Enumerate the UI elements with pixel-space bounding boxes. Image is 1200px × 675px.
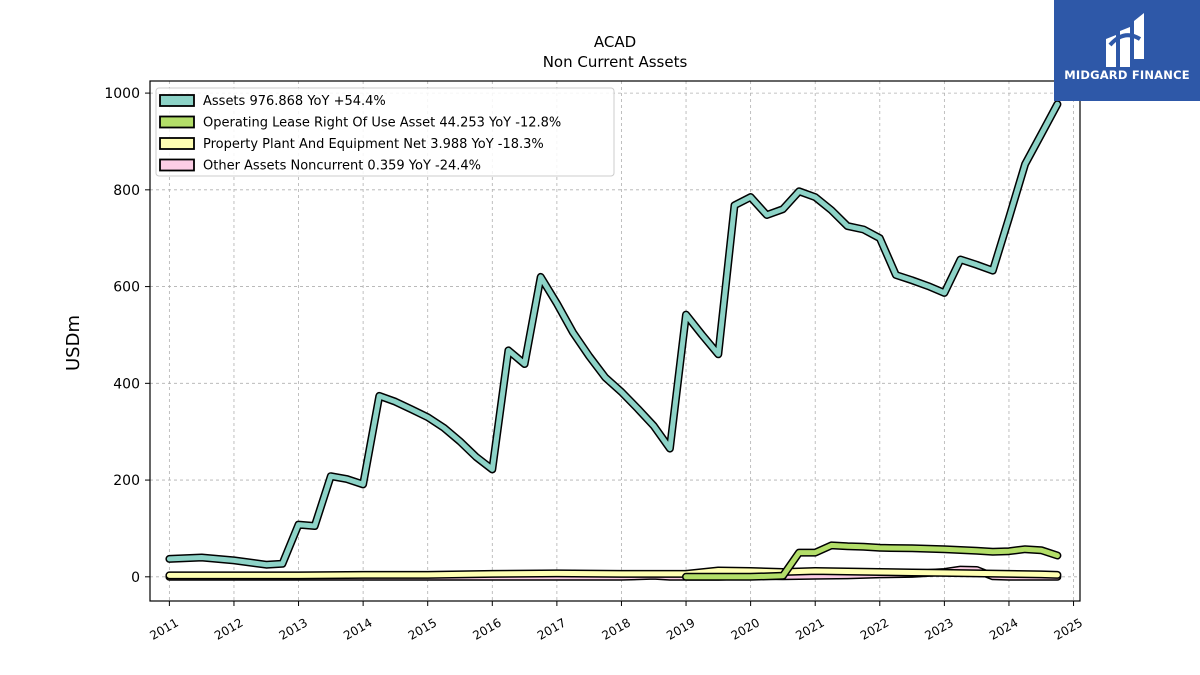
y-tick-label: 1000 <box>104 86 140 102</box>
x-tick-label: 2016 <box>470 615 503 642</box>
x-tick-label: 2024 <box>987 615 1020 642</box>
brand-logo: MIDGARD FINANCE <box>1054 0 1200 101</box>
x-tick-label: 2012 <box>212 615 245 642</box>
x-tick-label: 2013 <box>277 615 310 642</box>
x-tick-label: 2014 <box>341 615 374 642</box>
y-tick-label: 200 <box>113 473 140 489</box>
x-tick-label: 2018 <box>600 615 633 642</box>
legend-label: Operating Lease Right Of Use Asset 44.25… <box>203 116 561 131</box>
chart-title: ACAD <box>594 33 636 51</box>
legend-swatch <box>159 115 195 129</box>
y-axis: 0 200 400 600 800 1000 <box>104 86 150 586</box>
legend-label: Property Plant And Equipment Net 3.988 Y… <box>203 137 544 152</box>
x-tick-label: 2020 <box>729 615 762 642</box>
x-tick-label: 2021 <box>793 615 826 642</box>
y-tick-label: 800 <box>113 183 140 199</box>
brand-name: MIDGARD FINANCE <box>1064 68 1190 82</box>
series-line <box>683 542 1060 580</box>
y-tick-label: 0 <box>131 570 140 586</box>
series-line <box>166 568 1060 578</box>
y-tick-label: 600 <box>113 280 140 296</box>
logo-mark-icon <box>1106 13 1144 67</box>
x-tick-label: 2023 <box>922 615 955 642</box>
legend-swatch <box>159 94 195 107</box>
x-tick-label: 2019 <box>664 615 697 642</box>
legend-label: Assets 976.868 YoY +54.4% <box>203 94 386 109</box>
legend-box <box>155 87 615 177</box>
legend-label: Other Assets Noncurrent 0.359 YoY -24.4% <box>203 159 481 174</box>
x-tick-label: 2017 <box>535 615 568 642</box>
y-tick-label: 400 <box>113 376 140 392</box>
legend-swatch <box>159 158 195 172</box>
legend-swatch <box>159 137 195 150</box>
x-axis: 2011 2012 2013 2014 2015 2016 2017 2018 2019 2020… <box>147 601 1085 643</box>
x-tick-label: 2011 <box>147 615 180 642</box>
series-line <box>166 101 1060 568</box>
chart-subtitle: Non Current Assets <box>543 53 688 71</box>
legend: Assets 976.868 YoY +54.4% Operating Lease… <box>155 87 615 177</box>
x-tick-label: 2015 <box>406 615 439 642</box>
y-axis-label: USDm <box>63 315 84 371</box>
x-tick-label: 2025 <box>1052 615 1085 642</box>
series-group <box>165 100 1062 581</box>
x-tick-label: 2022 <box>858 615 891 642</box>
plot-area-frame <box>149 80 1081 602</box>
